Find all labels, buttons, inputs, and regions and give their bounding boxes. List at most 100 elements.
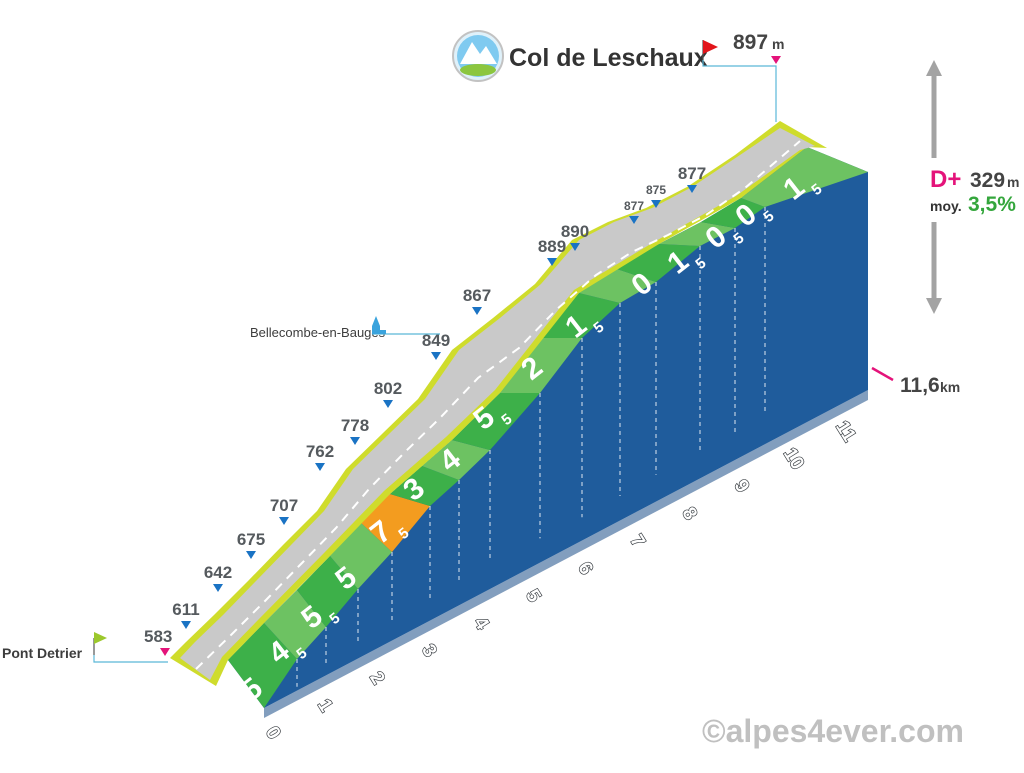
summit-marker-icon <box>771 56 781 64</box>
badge-mountain <box>460 42 497 64</box>
altitude-marker-icon-9 <box>472 307 482 315</box>
altitude-markers: 6116426757077627788028498678898908778758… <box>172 164 706 629</box>
total-distance: 11,6 km <box>871 366 960 397</box>
road-lime-strip <box>170 121 827 686</box>
km-tick-label-8: 8 <box>678 504 701 524</box>
start-flag-icon <box>94 632 107 644</box>
church-icon <box>372 316 386 334</box>
km-tick-7: 7 <box>625 530 650 551</box>
altitude-marker-icon-10 <box>547 258 557 266</box>
band-seg-8 <box>500 338 582 393</box>
altitude-label-12: 877 <box>624 199 644 213</box>
arrow-down-icon <box>926 298 942 314</box>
dplus-label: D+ <box>930 166 961 193</box>
altitude-label-3: 675 <box>237 530 265 549</box>
altitude-marker-icon-2 <box>213 584 223 592</box>
copyright: ©alpes4ever.com <box>702 713 964 749</box>
km-tick-label-11: 11 <box>831 417 860 446</box>
avg-label: moy. <box>930 198 962 214</box>
km-tick-label-2: 2 <box>365 668 388 688</box>
altitude-marker-icon-6 <box>350 437 360 445</box>
altitude-marker-icon-14 <box>687 185 697 193</box>
summary-panel: D+ 329 m moy. 3,5% <box>926 60 1019 314</box>
landmark: Bellecombe-en-Bauges <box>250 316 440 340</box>
km-tick-4: 4 <box>469 613 494 635</box>
altitude-label-5: 762 <box>306 442 334 461</box>
km-tick-8: 8 <box>677 503 702 524</box>
altitude-label-1: 611 <box>172 600 199 619</box>
km-tick-label-3: 3 <box>417 641 440 661</box>
start-altitude: 583 <box>144 627 172 646</box>
band-seg-12 <box>659 222 735 246</box>
band-seg-14 <box>741 147 868 207</box>
arrow-up-icon <box>926 60 942 76</box>
altitude-label-9: 867 <box>463 286 491 305</box>
km-tick-1: 1 <box>312 695 337 717</box>
altitude-label-4: 707 <box>270 496 298 515</box>
altitude-label-14: 877 <box>678 164 706 183</box>
altitude-label-7: 802 <box>374 379 402 398</box>
band-seg-7 <box>452 393 540 450</box>
km-tick-label-5: 5 <box>521 586 545 606</box>
altitude-marker-icon-1 <box>181 621 191 629</box>
summit-leader-line <box>702 60 777 122</box>
summit-flag-icon <box>703 40 718 54</box>
km-tick-label-9: 9 <box>730 476 753 496</box>
dplus-unit: m <box>1007 174 1019 190</box>
km-tick-label-0: 0 <box>261 723 284 743</box>
km-tick-6: 6 <box>573 558 598 579</box>
road-centerline <box>195 140 801 670</box>
avg-value: 3,5% <box>968 193 1016 216</box>
km-tick-label-4: 4 <box>469 613 493 633</box>
distance-unit: km <box>940 379 960 395</box>
altitude-marker-icon-8 <box>431 352 441 360</box>
band-seg-2 <box>297 556 358 627</box>
profile-wall <box>228 147 868 708</box>
summit-unit: m <box>772 36 784 52</box>
km-tick-9: 9 <box>729 476 754 497</box>
altitude-marker-icon-12 <box>629 216 639 224</box>
km-tick-3: 3 <box>416 640 441 661</box>
km-tick-label-7: 7 <box>625 531 648 551</box>
altitude-label-2: 642 <box>204 563 232 582</box>
start-marker: Pont Detrier 583 <box>2 627 172 663</box>
km-tick-5: 5 <box>521 585 546 607</box>
band-seg-11 <box>614 244 700 282</box>
altitude-marker-icon-4 <box>279 517 289 525</box>
altitude-marker-icon-3 <box>246 551 256 559</box>
start-altitude-marker-icon <box>160 648 170 656</box>
distance-tick <box>871 366 894 382</box>
altitude-marker-icon-13 <box>651 200 661 208</box>
band-seg-5 <box>390 466 459 506</box>
band-seg-10 <box>579 268 656 303</box>
summit-name: Col de Leschaux <box>509 44 708 72</box>
km-dividers <box>296 207 766 687</box>
summit-header: Col de Leschaux 897 m <box>452 30 784 122</box>
altitude-marker-icon-5 <box>315 463 325 471</box>
summit-altitude: 897 <box>733 31 768 54</box>
landmark-name: Bellecombe-en-Bauges <box>250 325 386 340</box>
profile-wall-shade <box>264 390 868 718</box>
start-leader-line <box>93 655 168 663</box>
band-seg-0 <box>228 623 297 708</box>
band-seg-4 <box>359 494 430 552</box>
badge-meadow <box>460 64 496 76</box>
band-seg-9 <box>540 293 620 338</box>
altitude-label-8: 849 <box>422 331 450 350</box>
km-tick-2: 2 <box>364 668 389 689</box>
altitude-marker-icon-11 <box>570 243 580 251</box>
altitude-label-6: 778 <box>341 416 369 435</box>
band-seg-13 <box>701 198 765 228</box>
km-tick-0: 0 <box>260 722 285 743</box>
altitude-label-13: 875 <box>646 183 666 197</box>
altitude-label-11: 890 <box>561 222 589 241</box>
dplus-value: 329 <box>970 169 1005 192</box>
km-tick-label-10: 10 <box>779 444 808 473</box>
altitude-label-10: 889 <box>538 237 566 256</box>
altitude-marker-icon-7 <box>383 400 393 408</box>
km-tick-10: 10 <box>778 444 808 474</box>
band-seg-1 <box>264 590 326 659</box>
km-tick-11: 11 <box>830 417 860 447</box>
